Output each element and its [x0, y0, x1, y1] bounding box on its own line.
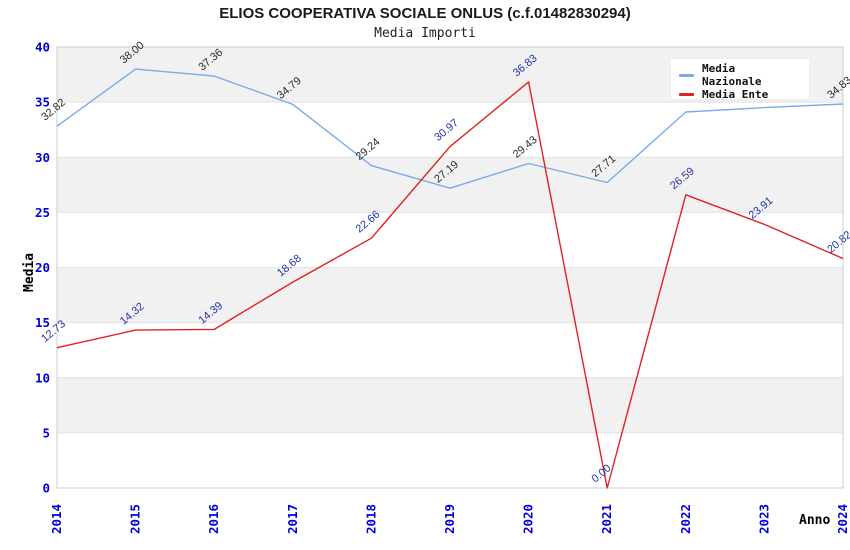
x-tick-label: 2015 [128, 504, 143, 534]
x-axis-title: Anno [799, 513, 831, 528]
x-tick-label: 2022 [678, 504, 693, 534]
legend-label: Media Ente [702, 88, 769, 101]
x-tick-label: 2023 [756, 504, 771, 534]
x-tick-label: 2016 [206, 504, 221, 534]
plot-band [57, 157, 843, 213]
plot-border [56, 46, 844, 489]
series-line-1 [56, 81, 844, 489]
legend-line-swatch-icon [679, 93, 694, 96]
y-tick-label: 40 [35, 40, 50, 55]
series-line-0 [56, 68, 844, 189]
x-tick-label: 2017 [285, 504, 300, 534]
x-tick-label: 2019 [442, 504, 457, 534]
legend: Media Nazionale Media Ente [670, 58, 810, 101]
x-tick-label: 2018 [363, 504, 378, 534]
x-tick-label: 2024 [835, 504, 850, 534]
y-tick-label: 15 [35, 315, 50, 330]
y-tick-label: 20 [35, 260, 50, 275]
plot-band [57, 267, 843, 323]
legend-line-swatch-icon [679, 73, 694, 77]
y-tick-label: 5 [42, 425, 50, 440]
chart-subtitle: Media Importi [374, 26, 476, 41]
y-tick-label: 35 [35, 95, 50, 110]
plot-band [57, 377, 843, 433]
y-axis-title: Media [22, 252, 37, 292]
y-tick-label: 10 [35, 370, 50, 385]
y-tick-label: 0 [42, 481, 50, 496]
legend-label: Media Nazionale [701, 62, 762, 88]
x-tick-label: 2021 [599, 504, 614, 534]
legend-item-media-ente: Media Ente [679, 88, 801, 101]
legend-item-media-nazionale: Media Nazionale [679, 62, 801, 88]
x-tick-label: 2020 [521, 504, 536, 534]
chart-title: ELIOS COOPERATIVA SOCIALE ONLUS (c.f.014… [219, 5, 631, 22]
y-tick-label: 30 [35, 150, 50, 165]
y-tick-label: 25 [35, 205, 50, 220]
x-tick-label: 2014 [49, 504, 64, 534]
